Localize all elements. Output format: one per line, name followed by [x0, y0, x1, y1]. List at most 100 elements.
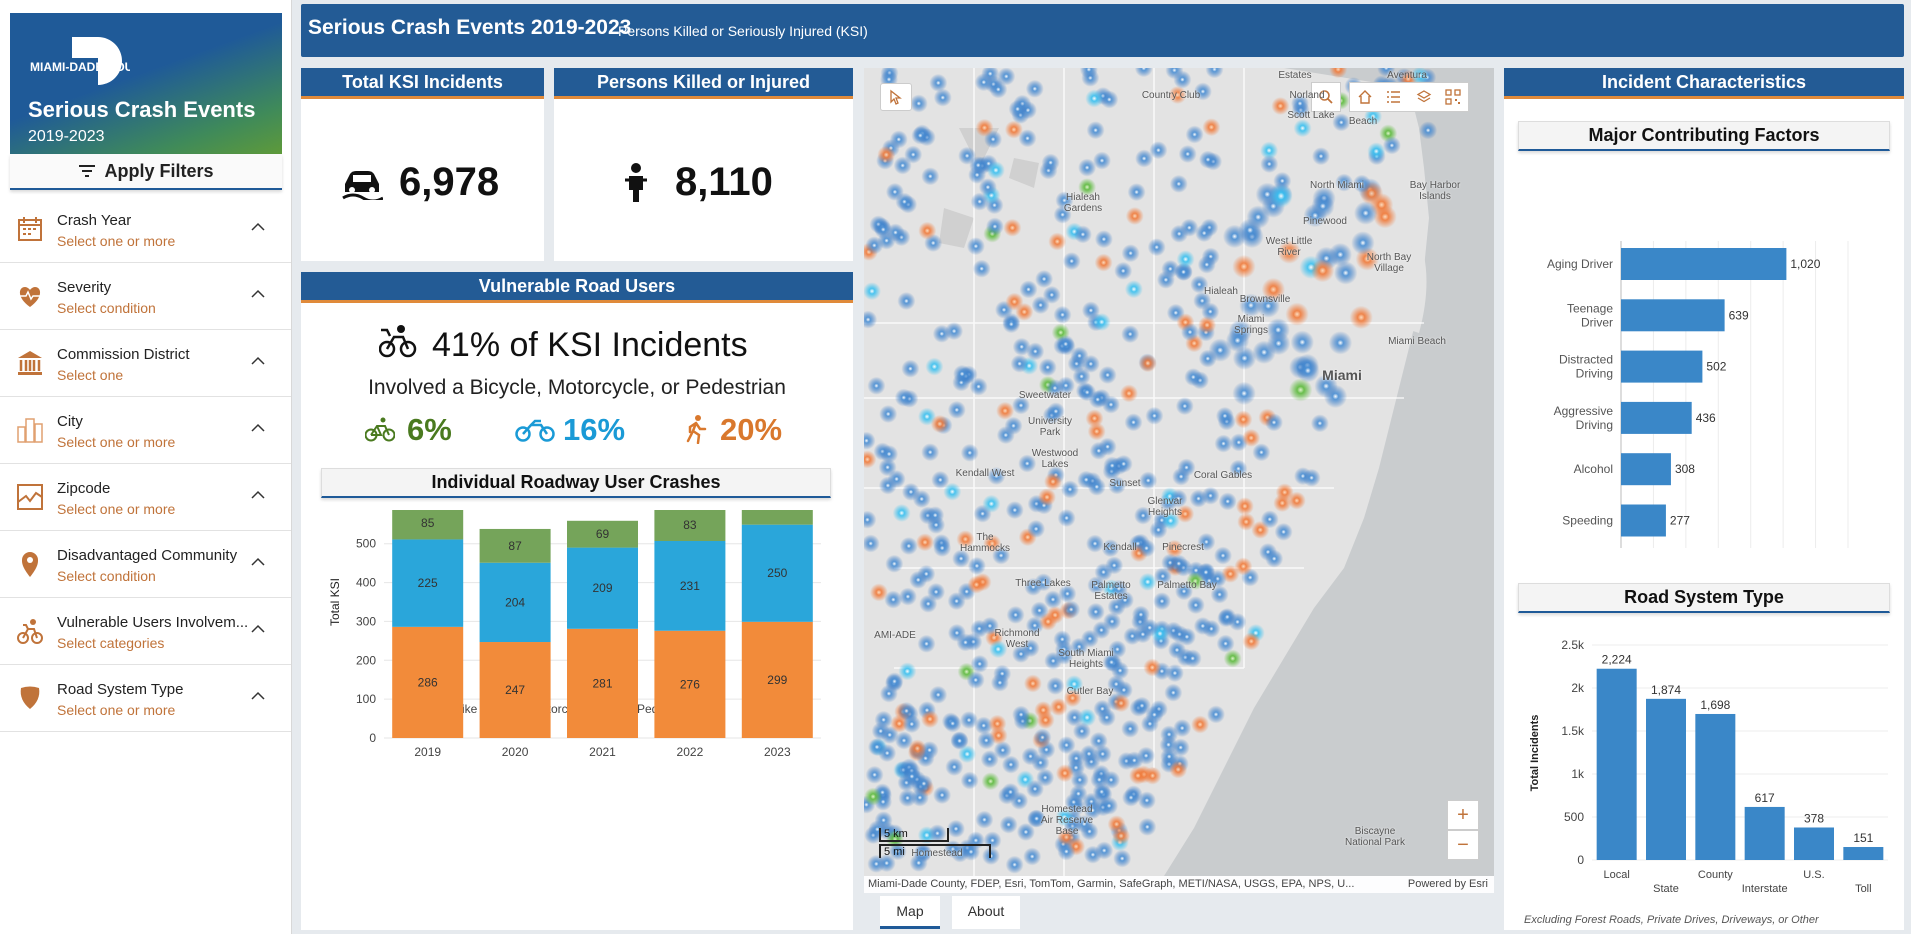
map-search-button[interactable] [1311, 82, 1341, 112]
crash-point[interactable] [1246, 205, 1270, 229]
crash-point[interactable] [1184, 368, 1203, 387]
powered-by-esri[interactable]: Powered by Esri [1407, 878, 1488, 890]
road-type-bar[interactable] [1646, 698, 1686, 860]
crash-point[interactable] [864, 787, 883, 806]
crash-point[interactable] [1223, 649, 1242, 668]
crash-point[interactable] [1186, 596, 1205, 615]
crash-point[interactable] [967, 575, 986, 594]
crash-point[interactable] [1001, 755, 1020, 774]
crash-point[interactable] [987, 467, 1006, 485]
crash-point[interactable] [1094, 230, 1113, 249]
crash-point[interactable] [1036, 711, 1055, 730]
crash-point[interactable] [921, 443, 940, 462]
crash-point[interactable] [1145, 705, 1164, 724]
crash-point[interactable] [894, 388, 913, 407]
crash-point[interactable] [1176, 504, 1195, 523]
bar-segment-motorcycle[interactable] [479, 562, 551, 643]
crash-point[interactable] [1057, 842, 1076, 861]
crash-point[interactable] [1125, 207, 1144, 225]
crash-point[interactable] [1176, 250, 1195, 269]
crash-point[interactable] [1274, 522, 1293, 541]
crash-point[interactable] [887, 470, 906, 488]
crash-point[interactable] [1027, 519, 1046, 538]
crash-point[interactable] [1101, 539, 1120, 558]
crash-point[interactable] [1296, 358, 1320, 383]
crash-point[interactable] [985, 217, 1004, 236]
crash-point[interactable] [974, 73, 993, 92]
crash-point[interactable] [1183, 649, 1202, 668]
crash-point[interactable] [1165, 68, 1184, 80]
crash-point[interactable] [1103, 456, 1122, 475]
crash-point[interactable] [899, 537, 918, 555]
crash-point[interactable] [933, 88, 952, 107]
crash-point[interactable] [921, 167, 940, 186]
crash-point[interactable] [1120, 384, 1138, 403]
crash-point[interactable] [933, 786, 952, 805]
crash-point[interactable] [867, 854, 886, 873]
crash-point[interactable] [897, 701, 916, 720]
crash-point[interactable] [1156, 270, 1175, 289]
crash-point[interactable] [878, 744, 897, 763]
factor-bar[interactable] [1621, 350, 1703, 383]
crash-point[interactable] [1057, 509, 1076, 527]
bar-segment-bike[interactable] [392, 510, 464, 540]
crash-point[interactable] [1086, 534, 1104, 553]
crash-point[interactable] [1012, 705, 1031, 724]
crash-point[interactable] [926, 506, 945, 525]
crash-point[interactable] [1234, 557, 1253, 576]
crash-point[interactable] [1012, 396, 1030, 415]
crash-point[interactable] [909, 853, 928, 872]
crash-point[interactable] [886, 223, 905, 242]
crash-point[interactable] [931, 470, 950, 489]
crash-point[interactable] [1085, 89, 1104, 108]
layers-icon[interactable] [1416, 89, 1432, 105]
chevron-up-icon[interactable] [250, 621, 266, 637]
bar-segment-bike[interactable] [567, 520, 638, 548]
crash-point[interactable] [1252, 443, 1271, 462]
bar-segment-pedestrian[interactable] [567, 628, 638, 738]
crash-point[interactable] [1135, 149, 1154, 168]
crash-point[interactable] [1046, 402, 1065, 421]
crash-point[interactable] [972, 259, 991, 278]
crash-point[interactable] [1242, 632, 1261, 651]
crash-point[interactable] [1005, 292, 1024, 311]
crash-point[interactable] [1089, 731, 1108, 750]
crash-point[interactable] [1153, 567, 1172, 586]
crash-point[interactable] [1121, 325, 1140, 344]
crash-point[interactable] [1232, 381, 1256, 406]
chevron-up-icon[interactable] [250, 554, 266, 570]
tab-about[interactable]: About [952, 896, 1020, 929]
crash-point[interactable] [879, 405, 898, 423]
crash-point[interactable] [1044, 472, 1062, 491]
crash-point[interactable] [1086, 602, 1105, 621]
factor-bar[interactable] [1621, 453, 1671, 486]
crash-point[interactable] [1048, 232, 1067, 251]
crash-point[interactable] [1311, 194, 1335, 218]
crash-point[interactable] [1083, 801, 1102, 820]
crash-point[interactable] [1349, 305, 1373, 330]
map-select-tool-button[interactable] [880, 83, 912, 111]
crash-point[interactable] [975, 118, 994, 137]
crash-point[interactable] [958, 146, 977, 165]
factor-bar[interactable] [1621, 248, 1787, 280]
crash-point[interactable] [1035, 270, 1054, 288]
crash-point[interactable] [1094, 253, 1113, 272]
crash-point[interactable] [1218, 492, 1237, 511]
crash-point[interactable] [1149, 141, 1168, 160]
crash-point[interactable] [988, 714, 1007, 733]
road-type-bar[interactable] [1744, 806, 1785, 860]
crash-point[interactable] [1293, 119, 1312, 138]
crash-point[interactable] [1049, 698, 1068, 716]
crash-point[interactable] [1055, 808, 1074, 827]
crash-point[interactable] [953, 364, 972, 383]
crash-point[interactable] [1159, 735, 1178, 754]
crash-point[interactable] [1181, 323, 1199, 342]
bar-segment-bike[interactable] [741, 510, 813, 525]
crash-point[interactable] [898, 662, 917, 681]
crash-point[interactable] [1229, 459, 1248, 478]
crash-point[interactable] [1214, 546, 1232, 565]
crash-point[interactable] [1046, 676, 1065, 695]
qr-code-icon[interactable] [1445, 89, 1461, 105]
crash-point[interactable] [1197, 532, 1216, 551]
crash-point[interactable] [1134, 68, 1153, 78]
